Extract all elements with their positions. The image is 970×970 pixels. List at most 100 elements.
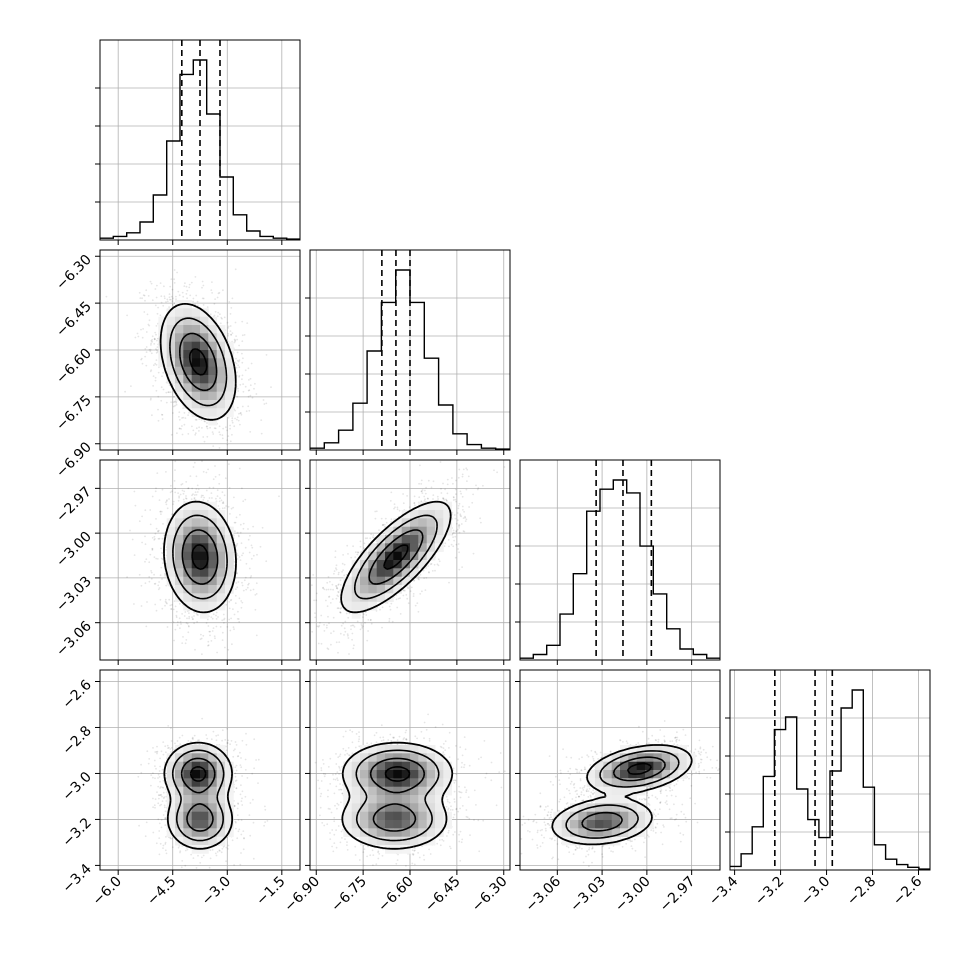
sample-point <box>242 383 245 385</box>
sample-point <box>207 499 209 502</box>
sample-point <box>178 418 181 421</box>
sample-point <box>194 499 197 501</box>
sample-point <box>230 333 232 336</box>
sample-point <box>239 559 242 561</box>
sample-point <box>178 495 181 498</box>
sample-point <box>444 542 447 545</box>
sample-point <box>133 603 135 605</box>
sample-point <box>357 551 360 554</box>
sample-point <box>362 616 364 619</box>
sample-point <box>462 509 464 511</box>
sample-point <box>157 408 159 411</box>
sample-point <box>156 284 158 287</box>
sample-point <box>353 626 356 628</box>
sample-point <box>201 653 203 656</box>
sample-point <box>187 487 190 489</box>
sample-point <box>249 384 252 387</box>
sample-point <box>178 294 181 297</box>
sample-point <box>374 510 377 513</box>
sample-point <box>217 616 219 618</box>
sample-point <box>227 333 230 335</box>
sample-point <box>160 566 163 569</box>
sample-point <box>407 587 410 590</box>
sample-point <box>366 639 369 642</box>
sample-point <box>166 507 169 510</box>
sample-point <box>160 301 163 304</box>
sample-point <box>161 552 163 554</box>
sample-point <box>170 608 173 610</box>
sample-point <box>422 569 425 572</box>
sample-point <box>168 296 171 299</box>
sample-point <box>250 544 253 547</box>
sample-point <box>148 576 151 578</box>
sample-point <box>351 624 354 627</box>
sample-point <box>239 531 242 534</box>
sample-point <box>205 425 208 428</box>
sample-point <box>200 419 203 421</box>
sample-point <box>207 625 210 627</box>
sample-point <box>259 545 262 548</box>
sample-point <box>233 613 236 616</box>
sample-point <box>226 443 229 446</box>
sample-point <box>245 588 248 591</box>
sample-point <box>202 284 205 287</box>
sample-point <box>456 519 459 522</box>
sample-point <box>147 323 150 326</box>
sample-point <box>172 405 175 408</box>
sample-point <box>188 286 191 289</box>
density-cell <box>166 568 176 578</box>
contour-line <box>179 332 218 392</box>
sample-point <box>240 412 242 414</box>
sample-point <box>186 297 189 300</box>
sample-point <box>320 642 323 645</box>
sample-point <box>173 480 176 482</box>
sample-point <box>237 364 240 367</box>
sample-point <box>153 343 156 345</box>
sample-point <box>155 351 158 354</box>
sample-point <box>169 391 172 394</box>
sample-point <box>195 488 198 490</box>
sample-point <box>165 503 168 506</box>
sample-point <box>251 546 254 549</box>
sample-point <box>307 650 309 652</box>
sample-point <box>154 376 157 379</box>
sample-point <box>207 640 210 643</box>
sample-point <box>202 470 205 473</box>
sample-point <box>149 348 152 351</box>
histogram-step-line <box>730 689 930 870</box>
sample-point <box>149 398 152 401</box>
sample-point <box>169 604 172 607</box>
sample-point <box>188 617 191 620</box>
sample-point <box>174 469 176 471</box>
sample-point <box>327 615 329 618</box>
sample-point <box>433 563 436 566</box>
sample-point <box>236 531 239 534</box>
sample-point <box>334 556 337 559</box>
sample-point <box>240 606 243 609</box>
sample-point <box>177 492 180 494</box>
sample-point <box>343 627 346 630</box>
sample-point <box>150 282 153 285</box>
sample-point <box>460 492 462 495</box>
sample-point <box>233 561 236 563</box>
sample-point <box>238 621 241 623</box>
sample-point <box>454 556 457 559</box>
sample-point <box>244 576 247 579</box>
density-cell <box>191 375 201 384</box>
sample-point <box>154 362 157 365</box>
sample-point <box>425 577 428 579</box>
sample-point <box>192 466 195 468</box>
sample-point <box>374 517 377 520</box>
sample-point <box>227 505 230 508</box>
sample-point <box>379 608 381 611</box>
sample-point <box>170 433 173 436</box>
density-cell <box>216 526 226 536</box>
sample-point <box>238 467 241 470</box>
sample-point <box>332 616 335 619</box>
density-cell <box>183 568 193 578</box>
sample-point <box>186 610 189 612</box>
sample-point <box>234 602 237 605</box>
sample-point <box>455 500 457 503</box>
sample-point <box>191 425 193 428</box>
sample-point <box>207 644 209 647</box>
